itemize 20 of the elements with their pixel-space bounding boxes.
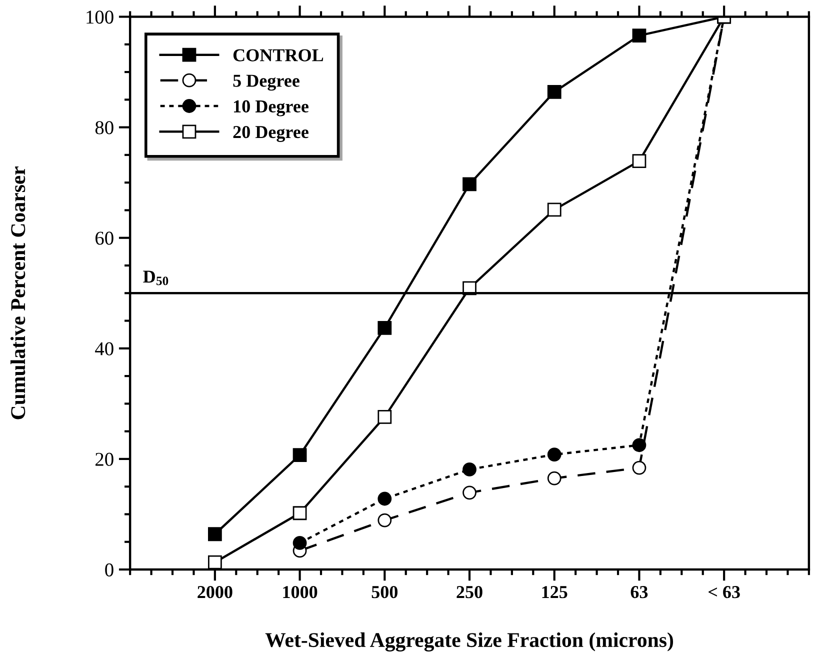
x-tick-label: < 63 (708, 586, 740, 598)
x-tick-label: 500 (372, 586, 398, 598)
x-tick-label: 2000 (198, 586, 232, 598)
x-tick-label: 1000 (283, 586, 318, 598)
x-tick-label: 63 (630, 586, 648, 598)
y-tick-label: 80 (95, 121, 114, 134)
ref-line-label: D$_{50}$ (143, 270, 168, 286)
y-tick-label: 40 (95, 342, 114, 356)
x-tick-label: 125 (542, 586, 568, 598)
y-tick-label: 0 (105, 563, 114, 576)
x-axis-title: Wet-Sieved Aggregate Size Fraction (microns) (265, 632, 674, 652)
y-tick-label: 20 (96, 452, 114, 466)
y-axis-title: Cumulative Percent Coarser (10, 166, 26, 420)
legend-label: 5 Degree (233, 74, 300, 91)
y-tick-label: 100 (86, 10, 114, 24)
x-tick-label: 250 (456, 586, 482, 598)
legend-label: 10 Degree (234, 100, 308, 116)
legend-label: 20 Degree (233, 126, 308, 142)
legend-label: CONTROL (233, 49, 324, 62)
y-tick-label: 60 (96, 232, 114, 245)
